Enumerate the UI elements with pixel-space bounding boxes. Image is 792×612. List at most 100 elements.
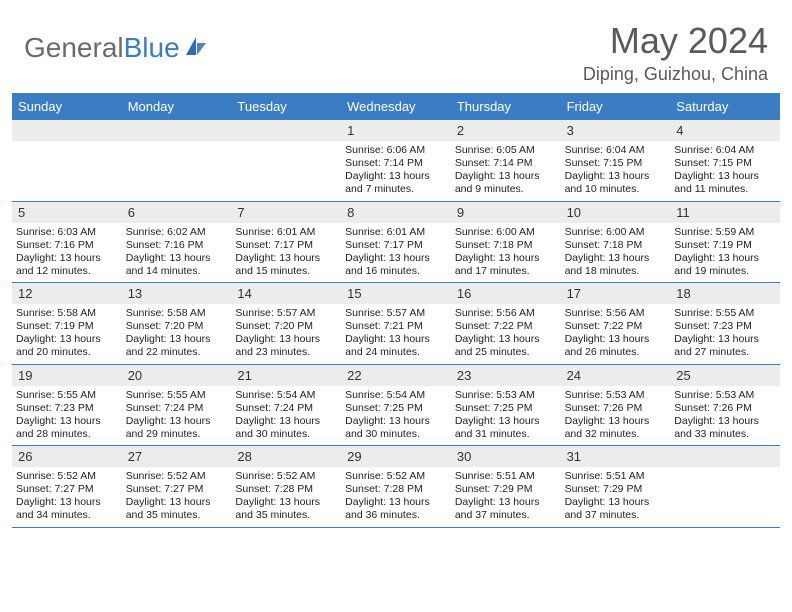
day-sunset: Sunset: 7:17 PM	[345, 239, 447, 252]
day-daylight: Daylight: 13 hours and 22 minutes.	[126, 333, 228, 359]
day-daylight: Daylight: 13 hours and 15 minutes.	[235, 252, 337, 278]
day-sunrise: Sunrise: 5:51 AM	[565, 470, 667, 483]
day-sunrise: Sunrise: 6:04 AM	[565, 144, 667, 157]
day-daylight: Daylight: 13 hours and 9 minutes.	[455, 170, 557, 196]
calendar-day: 1Sunrise: 6:06 AMSunset: 7:14 PMDaylight…	[341, 120, 451, 201]
day-details: Sunrise: 6:00 AMSunset: 7:18 PMDaylight:…	[561, 223, 671, 283]
day-daylight: Daylight: 13 hours and 36 minutes.	[345, 496, 447, 522]
day-sunrise: Sunrise: 5:56 AM	[455, 307, 557, 320]
day-details: Sunrise: 5:54 AMSunset: 7:24 PMDaylight:…	[231, 386, 341, 446]
day-daylight: Daylight: 13 hours and 7 minutes.	[345, 170, 447, 196]
day-sunset: Sunset: 7:29 PM	[565, 483, 667, 496]
day-details: Sunrise: 5:58 AMSunset: 7:20 PMDaylight:…	[122, 304, 232, 364]
day-number: 10	[561, 202, 671, 223]
day-sunset: Sunset: 7:22 PM	[455, 320, 557, 333]
day-number: 1	[341, 120, 451, 141]
calendar-day: 21Sunrise: 5:54 AMSunset: 7:24 PMDayligh…	[231, 365, 341, 446]
day-sunset: Sunset: 7:15 PM	[674, 157, 776, 170]
day-sunrise: Sunrise: 6:01 AM	[345, 226, 447, 239]
day-number: 25	[670, 365, 780, 386]
calendar-day: 15Sunrise: 5:57 AMSunset: 7:21 PMDayligh…	[341, 283, 451, 364]
day-daylight: Daylight: 13 hours and 27 minutes.	[674, 333, 776, 359]
day-details: Sunrise: 5:54 AMSunset: 7:25 PMDaylight:…	[341, 386, 451, 446]
calendar-week: 19Sunrise: 5:55 AMSunset: 7:23 PMDayligh…	[12, 365, 780, 447]
day-sunrise: Sunrise: 6:01 AM	[235, 226, 337, 239]
day-details: Sunrise: 5:53 AMSunset: 7:25 PMDaylight:…	[451, 386, 561, 446]
day-sunrise: Sunrise: 5:53 AM	[674, 389, 776, 402]
weekday-header: Thursday	[451, 93, 561, 120]
day-number: 9	[451, 202, 561, 223]
weekday-header: Friday	[561, 93, 671, 120]
calendar-day: 19Sunrise: 5:55 AMSunset: 7:23 PMDayligh…	[12, 365, 122, 446]
location: Diping, Guizhou, China	[583, 64, 768, 85]
calendar-day: 16Sunrise: 5:56 AMSunset: 7:22 PMDayligh…	[451, 283, 561, 364]
day-details: Sunrise: 5:51 AMSunset: 7:29 PMDaylight:…	[451, 467, 561, 527]
day-details: Sunrise: 6:05 AMSunset: 7:14 PMDaylight:…	[451, 141, 561, 201]
weekday-header: Monday	[122, 93, 232, 120]
day-details: Sunrise: 5:56 AMSunset: 7:22 PMDaylight:…	[451, 304, 561, 364]
day-sunrise: Sunrise: 6:06 AM	[345, 144, 447, 157]
calendar-day	[122, 120, 232, 201]
day-sunset: Sunset: 7:27 PM	[16, 483, 118, 496]
day-number: 27	[122, 446, 232, 467]
day-details: Sunrise: 5:55 AMSunset: 7:23 PMDaylight:…	[12, 386, 122, 446]
weekday-header: Sunday	[12, 93, 122, 120]
day-details: Sunrise: 6:01 AMSunset: 7:17 PMDaylight:…	[341, 223, 451, 283]
calendar-day	[670, 446, 780, 527]
day-number: 28	[231, 446, 341, 467]
day-number: 3	[561, 120, 671, 141]
calendar-week: 12Sunrise: 5:58 AMSunset: 7:19 PMDayligh…	[12, 283, 780, 365]
day-sunset: Sunset: 7:25 PM	[455, 402, 557, 415]
day-number: 17	[561, 283, 671, 304]
calendar-day: 14Sunrise: 5:57 AMSunset: 7:20 PMDayligh…	[231, 283, 341, 364]
day-sunrise: Sunrise: 6:00 AM	[455, 226, 557, 239]
day-sunset: Sunset: 7:19 PM	[16, 320, 118, 333]
weekday-header: Saturday	[670, 93, 780, 120]
day-sunrise: Sunrise: 5:55 AM	[16, 389, 118, 402]
day-daylight: Daylight: 13 hours and 37 minutes.	[565, 496, 667, 522]
day-daylight: Daylight: 13 hours and 24 minutes.	[345, 333, 447, 359]
day-sunrise: Sunrise: 5:53 AM	[565, 389, 667, 402]
day-number: 18	[670, 283, 780, 304]
day-daylight: Daylight: 13 hours and 31 minutes.	[455, 415, 557, 441]
title-block: May 2024 Diping, Guizhou, China	[583, 20, 768, 85]
day-sunrise: Sunrise: 5:51 AM	[455, 470, 557, 483]
day-sunset: Sunset: 7:25 PM	[345, 402, 447, 415]
calendar-day: 9Sunrise: 6:00 AMSunset: 7:18 PMDaylight…	[451, 202, 561, 283]
day-sunrise: Sunrise: 5:59 AM	[674, 226, 776, 239]
calendar: SundayMondayTuesdayWednesdayThursdayFrid…	[0, 93, 792, 528]
day-number	[231, 120, 341, 141]
calendar-day: 5Sunrise: 6:03 AMSunset: 7:16 PMDaylight…	[12, 202, 122, 283]
day-sunrise: Sunrise: 5:55 AM	[674, 307, 776, 320]
day-sunrise: Sunrise: 5:52 AM	[235, 470, 337, 483]
day-daylight: Daylight: 13 hours and 35 minutes.	[126, 496, 228, 522]
calendar-day: 27Sunrise: 5:52 AMSunset: 7:27 PMDayligh…	[122, 446, 232, 527]
brand-logo: GeneralBlue	[24, 20, 208, 64]
day-daylight: Daylight: 13 hours and 18 minutes.	[565, 252, 667, 278]
weekday-row: SundayMondayTuesdayWednesdayThursdayFrid…	[12, 93, 780, 120]
day-number: 16	[451, 283, 561, 304]
calendar-day	[12, 120, 122, 201]
calendar-day: 31Sunrise: 5:51 AMSunset: 7:29 PMDayligh…	[561, 446, 671, 527]
day-details: Sunrise: 5:52 AMSunset: 7:28 PMDaylight:…	[231, 467, 341, 527]
day-details: Sunrise: 5:51 AMSunset: 7:29 PMDaylight:…	[561, 467, 671, 527]
day-details: Sunrise: 5:52 AMSunset: 7:27 PMDaylight:…	[122, 467, 232, 527]
day-daylight: Daylight: 13 hours and 28 minutes.	[16, 415, 118, 441]
day-sunrise: Sunrise: 5:55 AM	[126, 389, 228, 402]
calendar-day: 22Sunrise: 5:54 AMSunset: 7:25 PMDayligh…	[341, 365, 451, 446]
calendar-day: 6Sunrise: 6:02 AMSunset: 7:16 PMDaylight…	[122, 202, 232, 283]
day-sunset: Sunset: 7:20 PM	[235, 320, 337, 333]
calendar-day: 12Sunrise: 5:58 AMSunset: 7:19 PMDayligh…	[12, 283, 122, 364]
day-sunset: Sunset: 7:28 PM	[235, 483, 337, 496]
brand-part2: Blue	[124, 32, 180, 63]
day-number: 2	[451, 120, 561, 141]
day-number: 14	[231, 283, 341, 304]
day-number	[670, 446, 780, 467]
calendar-day: 8Sunrise: 6:01 AMSunset: 7:17 PMDaylight…	[341, 202, 451, 283]
day-daylight: Daylight: 13 hours and 35 minutes.	[235, 496, 337, 522]
day-details: Sunrise: 6:02 AMSunset: 7:16 PMDaylight:…	[122, 223, 232, 283]
day-number: 22	[341, 365, 451, 386]
day-daylight: Daylight: 13 hours and 26 minutes.	[565, 333, 667, 359]
calendar-day: 2Sunrise: 6:05 AMSunset: 7:14 PMDaylight…	[451, 120, 561, 201]
calendar-week: 5Sunrise: 6:03 AMSunset: 7:16 PMDaylight…	[12, 202, 780, 284]
